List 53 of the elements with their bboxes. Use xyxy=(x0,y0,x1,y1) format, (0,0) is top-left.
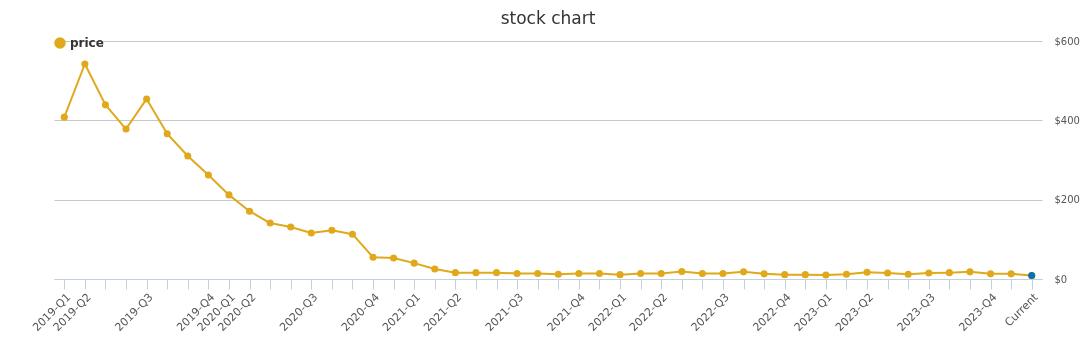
y-tick-label: $0 xyxy=(1054,273,1068,285)
point xyxy=(966,268,974,276)
point xyxy=(410,259,418,267)
point xyxy=(904,270,912,278)
y-tick-label: $200 xyxy=(1054,194,1080,206)
point xyxy=(328,226,336,234)
point xyxy=(863,268,871,276)
point xyxy=(225,191,233,199)
y-tick-label: $600 xyxy=(1054,35,1080,47)
point xyxy=(472,269,480,277)
point xyxy=(184,152,192,160)
point xyxy=(678,267,686,275)
point xyxy=(143,95,151,103)
point xyxy=(246,207,254,215)
point xyxy=(740,268,748,276)
point xyxy=(760,270,768,278)
point xyxy=(719,269,727,277)
point xyxy=(595,269,603,277)
point xyxy=(698,269,706,277)
point xyxy=(801,271,809,279)
point xyxy=(122,125,130,133)
point xyxy=(287,223,295,231)
y-tick-label: $400 xyxy=(1054,114,1080,126)
point xyxy=(513,269,521,277)
point xyxy=(534,269,542,277)
point xyxy=(657,269,665,277)
point xyxy=(781,271,789,279)
point xyxy=(945,269,953,277)
point xyxy=(81,60,89,68)
point xyxy=(987,270,995,278)
point xyxy=(884,269,892,277)
point xyxy=(348,230,356,238)
point xyxy=(925,269,933,277)
point xyxy=(637,269,645,277)
point xyxy=(390,254,398,262)
point xyxy=(842,270,850,278)
point xyxy=(616,271,624,279)
point xyxy=(266,219,274,227)
point xyxy=(369,253,377,261)
chart-title: stock chart xyxy=(500,8,596,28)
point xyxy=(554,270,562,278)
point xyxy=(575,269,583,277)
point xyxy=(204,171,212,179)
point xyxy=(822,271,830,279)
point xyxy=(101,101,109,109)
point xyxy=(1007,270,1015,278)
legend-label: price xyxy=(70,36,104,50)
point xyxy=(451,269,459,277)
point xyxy=(60,113,68,121)
point xyxy=(163,130,171,138)
point xyxy=(493,269,501,277)
point xyxy=(307,229,315,237)
point xyxy=(431,265,439,273)
